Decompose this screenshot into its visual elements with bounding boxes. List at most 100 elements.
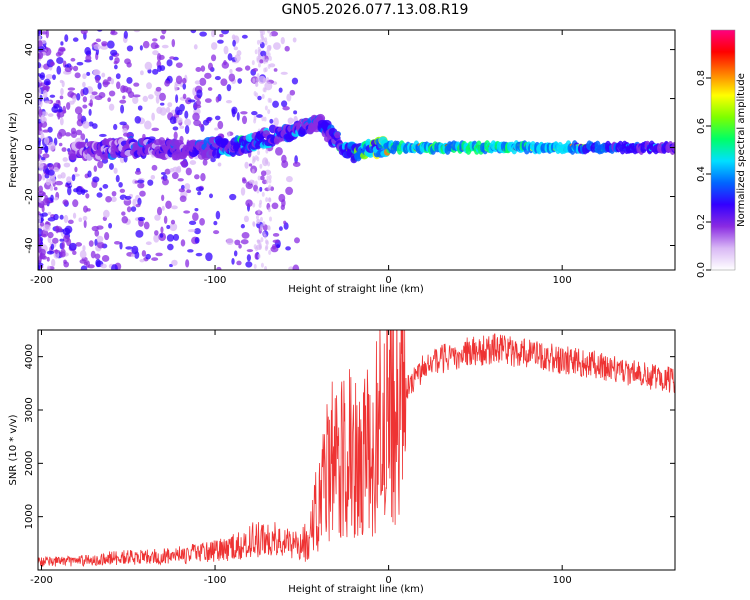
heatmap-noise-blob	[169, 56, 175, 60]
heatmap-noise-blob	[227, 53, 233, 61]
heatmap-noise-blob	[294, 155, 298, 164]
heatmap-noise-blob	[38, 40, 43, 48]
snr-xtick-label: -100	[204, 575, 227, 586]
heatmap-noise-blob	[265, 50, 269, 56]
heatmap-noise-blob	[267, 63, 271, 69]
heatmap-noise-blob	[262, 30, 266, 36]
snr-xtick-label: 0	[385, 575, 391, 586]
heatmap-noise-blob	[52, 167, 60, 173]
heatmap-noise-blob	[59, 238, 65, 242]
heatmap-noise-blob	[246, 254, 251, 262]
heatmap-noise-blob	[119, 99, 127, 104]
heatmap-noise-blob	[86, 208, 91, 212]
heatmap-noise-blob	[146, 82, 152, 90]
heatmap-noise-blob	[152, 68, 159, 75]
heatmap-noise-blob	[59, 214, 64, 220]
heatmap-noise-blob	[47, 141, 56, 151]
heatmap-noise-blob	[163, 215, 168, 224]
heatmap-noise-blob	[273, 68, 278, 72]
heatmap-noise-blob	[268, 44, 272, 50]
heatmap-noise-blob	[159, 92, 166, 102]
heatmap-noise-blob	[75, 242, 83, 247]
heatmap-noise-blob	[159, 107, 167, 116]
heatmap-noise-blob	[132, 198, 137, 207]
heatmap-noise-blob	[137, 105, 143, 111]
heatmap-noise-blob	[38, 245, 42, 253]
heatmap-noise-blob	[91, 91, 98, 96]
heatmap-noise-blob	[126, 61, 132, 68]
heatmap-noise-blob	[79, 250, 87, 259]
heatmap-noise-blob	[263, 67, 267, 73]
heatmap-noise-blob	[269, 216, 273, 222]
heatmap-noise-blob	[265, 58, 269, 64]
heatmap-noise-blob	[284, 45, 290, 52]
heatmap-noise-blob	[100, 263, 107, 269]
heatmap-noise-blob	[67, 219, 74, 225]
heatmap-noise-blob	[72, 199, 79, 208]
heatmap-noise-blob	[40, 130, 44, 135]
heatmap-noise-blob	[57, 174, 63, 179]
heatmap-noise-blob	[215, 210, 221, 220]
heatmap-noise-blob	[285, 176, 293, 183]
heatmap-noise-blob	[161, 178, 169, 186]
heatmap-noise-blob	[285, 186, 294, 196]
heatmap-noise-blob	[160, 226, 164, 234]
heatmap-noise-blob	[114, 240, 121, 245]
heatmap-noise-blob	[171, 259, 178, 266]
heatmap-noise-blob	[268, 32, 272, 38]
heatmap-noise-blob	[264, 81, 273, 91]
heatmap-noise-blob	[38, 153, 41, 162]
heatmap-noise-blob	[44, 145, 49, 153]
heatmap-noise-blob	[187, 229, 196, 233]
heatmap-noise-blob	[134, 115, 142, 124]
heatmap-noise-blob	[38, 147, 43, 156]
heatmap-noise-blob	[57, 109, 63, 113]
heatmap-noise-blob	[55, 52, 62, 57]
heatmap-noise-blob	[82, 87, 89, 96]
heatmap-noise-blob	[87, 264, 95, 269]
heatmap-noise-blob	[92, 176, 100, 183]
heatmap-noise-blob	[260, 237, 264, 243]
heatmap-noise-blob	[259, 186, 263, 192]
heatmap-noise-blob	[155, 252, 163, 257]
heatmap-noise-blob	[77, 112, 83, 122]
heatmap-noise-blob	[269, 98, 273, 104]
heatmap-noise-blob	[155, 86, 162, 92]
heatmap-noise-blob	[211, 30, 216, 38]
heatmap-noise-blob	[83, 219, 87, 229]
heatmap-noise-blob	[251, 180, 255, 186]
heatmap-noise-blob	[213, 230, 220, 235]
heatmap-noise-blob	[90, 250, 96, 259]
heatmap-noise-blob	[216, 266, 222, 270]
heatmap-noise-blob	[236, 260, 242, 266]
heatmap-noise-blob	[267, 109, 271, 115]
heatmap-noise-blob	[217, 39, 224, 44]
heatmap-noise-blob	[165, 106, 171, 113]
heatmap-noise-blob	[76, 61, 84, 66]
heatmap-noise-blob	[78, 217, 83, 223]
heatmap-noise-blob	[40, 114, 46, 124]
heatmap-noise-blob	[144, 120, 152, 130]
heatmap-noise-blob	[124, 195, 132, 200]
heatmap-noise-blob	[261, 116, 265, 122]
heatmap-noise-blob	[87, 170, 92, 178]
heatmap-noise-blob	[111, 190, 117, 197]
heatmap-noise-blob	[185, 259, 190, 268]
heatmap-noise-blob	[252, 222, 256, 228]
heatmap-ytick-label: 0	[24, 144, 35, 150]
heatmap-noise-blob	[259, 175, 265, 181]
heatmap-noise-blob	[161, 194, 165, 202]
heatmap-noise-blob	[251, 60, 255, 66]
heatmap-noise-blob	[253, 263, 257, 269]
heatmap-noise-blob	[159, 35, 166, 40]
heatmap-noise-blob	[182, 83, 187, 90]
heatmap-noise-blob	[282, 106, 290, 111]
heatmap-noise-blob	[281, 199, 286, 207]
heatmap-noise-blob	[96, 241, 105, 249]
heatmap-noise-blob	[151, 164, 158, 171]
heatmap-noise-blob	[259, 59, 264, 64]
heatmap-noise-blob	[110, 78, 115, 85]
heatmap-noise-blob	[292, 37, 297, 43]
heatmap-noise-blob	[108, 90, 116, 97]
heatmap-noise-blob	[178, 188, 185, 193]
